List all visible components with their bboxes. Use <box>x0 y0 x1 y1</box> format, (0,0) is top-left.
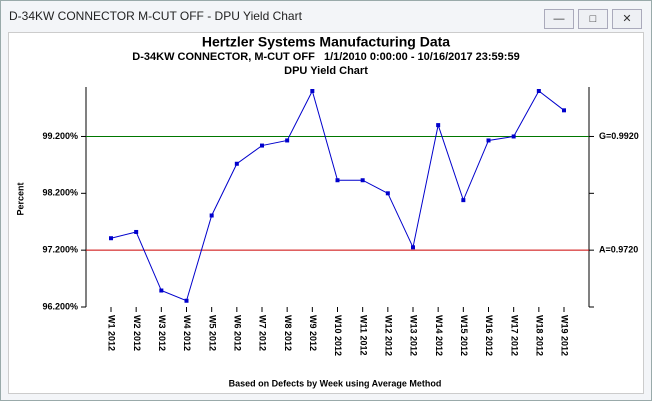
data-point <box>511 134 516 139</box>
x-tick-label: W5 2012 <box>207 315 217 351</box>
data-point <box>562 108 566 113</box>
data-point <box>159 288 164 293</box>
window-title: D-34KW CONNECTOR M-CUT OFF - DPU Yield C… <box>9 9 302 23</box>
data-point <box>461 198 466 203</box>
x-tick-label: W19 2012 <box>560 315 570 356</box>
chart-subtitle: D-34KW CONNECTOR, M-CUT OFF 1/1/2010 0:0… <box>132 51 519 63</box>
data-point <box>486 138 491 143</box>
x-tick-label: W10 2012 <box>333 315 343 356</box>
data-point <box>411 245 415 250</box>
reference-label: A=0.9720 <box>599 245 638 255</box>
data-point <box>260 143 264 148</box>
chart: Hertzler Systems Manufacturing Data D-34… <box>8 32 644 394</box>
maximize-button[interactable]: □ <box>578 9 608 29</box>
y-tick-label: 96.200% <box>42 301 78 311</box>
data-point <box>335 178 340 183</box>
y-axis-label: Percent <box>15 182 25 215</box>
data-point <box>385 191 390 196</box>
x-tick-label: W16 2012 <box>484 315 494 356</box>
y-tick-label: 99.200% <box>42 131 78 141</box>
x-tick-label: W3 2012 <box>157 315 167 351</box>
x-tick-label: W15 2012 <box>459 315 469 356</box>
title-bar: D-34KW CONNECTOR M-CUT OFF - DPU Yield C… <box>1 1 651 31</box>
y-tick-label: 97.200% <box>42 245 78 255</box>
reference-label: G=0.9920 <box>599 131 639 141</box>
x-tick-label: W6 2012 <box>232 315 242 351</box>
x-tick-label: W9 2012 <box>308 315 318 351</box>
x-tick-label: W17 2012 <box>509 315 519 356</box>
x-tick-label: W7 2012 <box>258 315 268 351</box>
data-point <box>134 229 139 234</box>
x-tick-label: W18 2012 <box>534 315 544 356</box>
data-line <box>110 89 565 302</box>
chart-title: Hertzler Systems Manufacturing Data <box>202 34 450 50</box>
data-point <box>184 298 189 303</box>
x-tick-label: W13 2012 <box>409 315 419 356</box>
chart-name: DPU Yield Chart <box>284 65 368 77</box>
x-tick-label: W11 2012 <box>358 315 368 356</box>
data-point <box>109 236 113 241</box>
data-point <box>285 138 290 143</box>
x-tick-label: W2 2012 <box>132 315 142 351</box>
close-button[interactable]: ✕ <box>612 9 642 29</box>
x-tick-label: W8 2012 <box>283 315 293 351</box>
data-point <box>436 123 441 128</box>
data-point <box>310 89 315 93</box>
data-point <box>209 213 214 218</box>
minimize-button[interactable]: — <box>544 9 574 29</box>
x-tick-label: W4 2012 <box>182 315 192 351</box>
data-point <box>360 178 365 183</box>
x-tick-label: W1 2012 <box>107 315 117 351</box>
data-point <box>234 161 239 166</box>
x-tick-label: W14 2012 <box>434 315 444 356</box>
y-tick-label: 98.200% <box>42 188 78 198</box>
data-point <box>536 89 541 93</box>
x-note: Based on Defects by Week using Average M… <box>229 378 442 388</box>
x-tick-label: W12 2012 <box>383 315 393 356</box>
